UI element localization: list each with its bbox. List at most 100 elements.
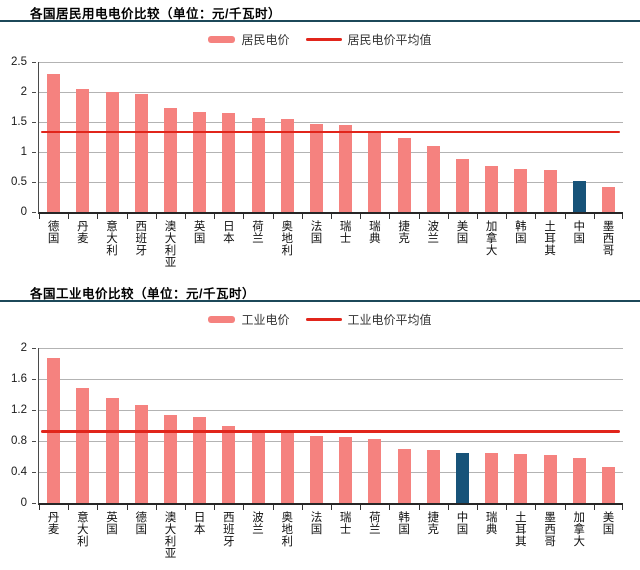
bar [222, 113, 236, 212]
x-category-cell: 捷克 [418, 508, 447, 535]
grid-line [39, 440, 623, 442]
bar [105, 398, 119, 503]
grid-line [39, 181, 623, 183]
y-tick-mark [32, 502, 36, 504]
x-category-label: 瑞典 [484, 511, 497, 535]
x-category-label: 奥地利 [280, 511, 293, 547]
x-category-cell: 中国 [447, 508, 476, 535]
x-category-cell: 中国 [564, 217, 593, 244]
x-tick-mark [389, 214, 391, 219]
y-tick-mark [32, 151, 36, 153]
x-tick-mark [68, 505, 70, 510]
x-category-cell: 波兰 [418, 217, 447, 244]
legend-bar-swatch-icon [208, 315, 236, 323]
y-tick-label: 1.5 [11, 116, 27, 128]
x-tick-mark [243, 505, 245, 510]
x-category-cell: 瑞典 [476, 508, 505, 535]
x-tick-mark [564, 214, 566, 219]
x-category-cell: 德国 [126, 508, 155, 535]
y-tick-label: 0.5 [11, 176, 27, 188]
y-tick-mark [32, 378, 36, 380]
x-category-label: 瑞士 [338, 511, 351, 535]
legend-line-swatch-icon [305, 317, 342, 321]
x-category-cell: 丹麦 [67, 217, 96, 244]
bar [514, 168, 528, 212]
x-category-cell: 奥地利 [272, 508, 301, 547]
bar [485, 166, 499, 212]
legend-line-label: 居民电价平均值 [347, 32, 432, 47]
grid-line [39, 61, 623, 63]
grid-line [39, 471, 623, 473]
x-category-cell: 墨西哥 [534, 508, 563, 547]
legend-line-label: 工业电价平均值 [347, 312, 432, 327]
grid-line [39, 91, 623, 93]
x-category-cell: 英国 [96, 508, 125, 535]
x-tick-mark [564, 505, 566, 510]
y-tick-label: 2.5 [11, 56, 27, 68]
bar [134, 93, 148, 212]
bar [543, 170, 557, 212]
x-category-cell: 英国 [184, 217, 213, 244]
y-tick-label: 0.8 [11, 435, 27, 447]
x-category-label: 土耳其 [543, 220, 556, 256]
bar-highlighted [455, 452, 469, 503]
x-category-label: 日本 [192, 511, 205, 535]
bar [368, 439, 382, 503]
bar [309, 124, 323, 212]
x-category-cell: 德国 [38, 217, 67, 244]
x-category-cell: 法国 [301, 508, 330, 535]
bar [163, 415, 177, 503]
bar [251, 430, 265, 503]
x-tick-mark [97, 505, 99, 510]
x-category-cell: 韩国 [505, 217, 534, 244]
chart-legend: 居民电价 居民电价平均值 [0, 31, 640, 47]
x-category-label: 美国 [455, 220, 468, 244]
legend-bar-swatch-icon [208, 35, 236, 43]
bar [47, 74, 61, 212]
x-tick-mark [272, 214, 274, 219]
grid-line [39, 347, 623, 349]
x-category-cell: 土耳其 [505, 508, 534, 547]
y-axis: 0 0.4 0.8 1.2 1.6 2 [0, 342, 36, 509]
x-category-label: 法国 [309, 220, 322, 244]
x-category-label: 韩国 [513, 220, 526, 244]
grid-line [39, 409, 623, 411]
x-tick-mark [39, 214, 40, 219]
grid-line [39, 121, 623, 123]
bar [76, 388, 90, 503]
x-tick-mark [593, 505, 595, 510]
bar [280, 431, 294, 503]
x-category-label: 澳大利亚 [163, 511, 176, 559]
x-category-cell: 意大利 [96, 217, 125, 256]
x-tick-mark [477, 214, 478, 219]
bar [76, 89, 90, 212]
bar [426, 450, 440, 503]
x-tick-mark [185, 214, 186, 219]
x-tick-mark [39, 505, 40, 510]
title-rule [0, 300, 640, 302]
x-category-label: 西班牙 [221, 511, 234, 547]
x-tick-mark [535, 505, 537, 510]
y-tick-label: 0 [20, 497, 27, 509]
chart-legend: 工业电价 工业电价平均值 [0, 311, 640, 327]
bar-highlighted [572, 180, 586, 212]
x-category-label: 瑞典 [367, 220, 380, 244]
x-category-cell: 瑞典 [359, 217, 388, 244]
x-tick-mark [331, 505, 332, 510]
x-category-cell: 西班牙 [213, 508, 242, 547]
x-category-cell: 加拿大 [476, 217, 505, 256]
x-category-cell: 韩国 [388, 508, 417, 535]
x-tick-mark [506, 505, 508, 510]
plot-area [38, 347, 623, 510]
y-tick-mark [32, 181, 36, 183]
x-category-label: 意大利 [75, 511, 88, 547]
x-category-cell: 波兰 [242, 508, 271, 535]
bar [397, 137, 411, 212]
x-category-cell: 荷兰 [242, 217, 271, 244]
chart-title: 各国居民用电电价比较（单位：元/千瓦时） [30, 7, 281, 21]
x-tick-mark [477, 505, 478, 510]
x-category-label: 德国 [46, 220, 59, 244]
x-category-cell: 土耳其 [534, 217, 563, 256]
x-tick-mark [155, 505, 157, 510]
